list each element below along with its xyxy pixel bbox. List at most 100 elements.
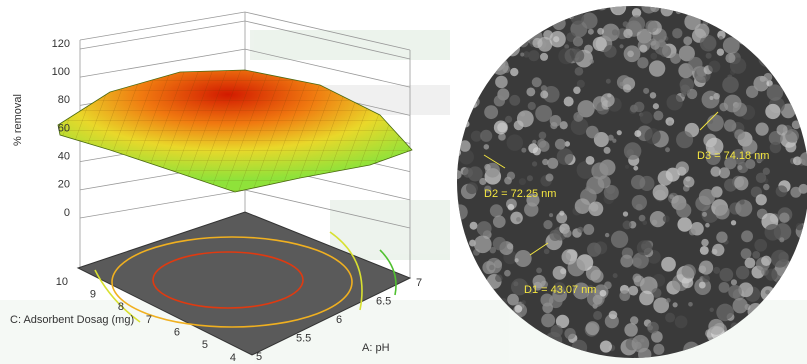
particle: [506, 134, 524, 151]
particle: [752, 250, 761, 259]
particle: [476, 221, 492, 236]
particle: [725, 53, 736, 64]
particle: [527, 101, 536, 111]
particle: [593, 132, 609, 148]
particle: [775, 185, 788, 198]
particle: [762, 27, 768, 33]
particle: [509, 94, 521, 106]
particle: [572, 36, 584, 47]
particle: [792, 6, 807, 22]
particle: [554, 138, 566, 150]
particle: [502, 6, 510, 14]
particle: [651, 287, 662, 298]
particle: [583, 224, 595, 235]
particle: [645, 20, 658, 33]
particle: [639, 290, 654, 306]
particle: [765, 103, 781, 120]
particle: [549, 30, 566, 48]
particle: [793, 265, 801, 273]
particle: [482, 260, 496, 275]
particle: [770, 249, 789, 268]
particle: [722, 76, 739, 94]
particle: [558, 47, 575, 65]
particle: [510, 67, 519, 77]
particle: [458, 149, 474, 165]
particle: [484, 185, 492, 193]
particle: [593, 310, 603, 320]
particle: [707, 6, 721, 20]
x-tick-label: 7: [146, 314, 152, 326]
x-tick-label: 10: [56, 276, 68, 288]
particle: [737, 165, 743, 171]
particle: [795, 222, 804, 231]
particle: [698, 188, 716, 206]
z-tick-label: 60: [58, 122, 70, 134]
particle: [553, 6, 562, 11]
particle: [784, 290, 794, 299]
particle: [459, 113, 469, 123]
particle: [714, 204, 730, 220]
particle: [463, 38, 478, 53]
particle: [728, 284, 742, 299]
particle: [632, 257, 642, 268]
particle: [787, 51, 796, 60]
particle: [677, 217, 692, 232]
particle: [457, 204, 468, 220]
particle: [761, 29, 767, 35]
particle: [457, 6, 465, 13]
x-tick-label: 6: [174, 327, 180, 339]
particle: [457, 44, 461, 51]
particle: [709, 307, 714, 312]
particle: [775, 6, 791, 21]
particle: [769, 141, 782, 154]
particle: [628, 15, 646, 33]
particle: [620, 254, 634, 268]
particle: [597, 175, 611, 189]
particle: [466, 27, 472, 32]
particle: [457, 148, 462, 157]
particle: [513, 281, 519, 287]
particle: [599, 340, 612, 353]
particle: [627, 50, 634, 58]
particle: [676, 131, 694, 149]
particle: [762, 167, 770, 175]
particle: [533, 281, 543, 291]
particle: [489, 264, 495, 271]
particle: [688, 228, 696, 236]
particle: [622, 211, 629, 217]
particle: [508, 28, 516, 35]
particle: [634, 130, 642, 138]
z-tick-label: 20: [58, 179, 70, 191]
particle: [785, 77, 803, 94]
particle: [468, 96, 480, 108]
particle: [521, 147, 527, 153]
particle: [470, 130, 482, 142]
particle: [724, 178, 738, 192]
particle: [542, 158, 549, 166]
particle: [457, 86, 471, 103]
particle: [612, 273, 618, 279]
particle: [588, 201, 604, 217]
particle: [789, 293, 797, 301]
particle: [766, 84, 784, 101]
particle: [484, 105, 499, 120]
particle: [514, 304, 523, 313]
particle: [705, 52, 712, 59]
particle: [779, 26, 793, 39]
particle: [527, 288, 534, 295]
y-tick-label: 5.5: [296, 332, 311, 344]
particle: [562, 6, 574, 17]
particle: [586, 242, 602, 257]
particle: [516, 110, 534, 128]
particle: [775, 278, 787, 290]
particle: [559, 210, 565, 216]
particle: [537, 138, 547, 148]
particle: [643, 87, 650, 94]
particle: [585, 155, 595, 165]
particle: [468, 6, 479, 10]
particle: [549, 114, 562, 127]
particle: [538, 131, 547, 140]
particle: [748, 6, 764, 9]
particle: [587, 28, 594, 35]
